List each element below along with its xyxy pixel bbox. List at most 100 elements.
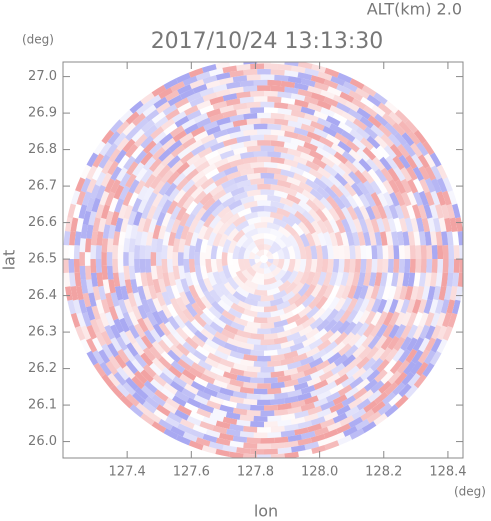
radar-cell (131, 375, 145, 390)
radar-cell (184, 184, 198, 198)
radar-cell (410, 217, 419, 233)
radar-cell (334, 206, 346, 221)
radar-cell (243, 425, 258, 433)
radar-cell (132, 391, 146, 406)
radar-cell (168, 272, 177, 287)
radar-cell (210, 141, 225, 152)
radar-cell (232, 119, 248, 128)
radar-cell (374, 113, 389, 127)
radar-cell (243, 62, 258, 65)
radar-cell (122, 138, 136, 153)
radar-cell (430, 312, 441, 328)
radar-cell (294, 99, 309, 108)
radar-cell (181, 388, 196, 400)
radar-cell (165, 285, 175, 300)
radar-cell (170, 218, 181, 234)
radar-cell (105, 360, 118, 376)
radar-cell (241, 284, 256, 295)
radar-cell (376, 298, 388, 314)
radar-cell (229, 70, 244, 78)
radar-cell (264, 377, 278, 384)
radar-cell (159, 372, 174, 385)
radar-cell (376, 204, 388, 220)
radar-cell (366, 94, 382, 107)
radar-cell (397, 143, 410, 158)
radar-cell (398, 120, 412, 135)
radar-cell (146, 94, 162, 107)
radar-cell (403, 142, 416, 157)
radar-cell (132, 112, 146, 127)
radar-cell (191, 362, 206, 374)
radar-cell (125, 111, 140, 125)
radar-cell (297, 72, 313, 81)
radar-cell (346, 205, 358, 221)
radar-cell (366, 369, 381, 383)
radar-cell (280, 385, 296, 394)
radar-cell (195, 71, 211, 81)
radar-cell (343, 81, 358, 93)
radar-cell (311, 271, 321, 287)
radar-cell (215, 437, 231, 446)
radar-cell (283, 141, 299, 151)
radar-cell (338, 259, 345, 273)
radar-cell (267, 167, 282, 175)
radar-cell (270, 370, 285, 378)
radar-cell (284, 440, 299, 448)
radar-cell (284, 395, 299, 404)
radar-cell (387, 285, 397, 301)
radar-cell (406, 191, 418, 206)
radar-cell (302, 336, 317, 348)
radar-cell (216, 392, 231, 402)
radar-cell (241, 269, 254, 282)
radar-cell (341, 331, 356, 346)
radar-cell (139, 245, 146, 259)
radar-cell (257, 62, 271, 64)
radar-cell (389, 311, 400, 326)
radar-cell (110, 292, 120, 307)
radar-cell (346, 194, 359, 209)
radar-cell (319, 136, 334, 148)
radar-cell (389, 143, 403, 158)
radar-cell (80, 164, 92, 180)
radar-cell (180, 278, 190, 293)
radar-cell (257, 454, 271, 458)
radar-cell (257, 129, 271, 135)
radar-cell (162, 272, 171, 287)
radar-cell (191, 144, 206, 156)
radar-cell (184, 383, 199, 395)
radar-cell (256, 244, 264, 251)
radar-cell (215, 88, 231, 98)
radar-cell (215, 62, 230, 70)
radar-cell (433, 285, 441, 301)
radar-cell (85, 265, 92, 280)
radar-cell (232, 215, 247, 227)
radar-cell (185, 336, 199, 350)
radar-cell (257, 112, 271, 119)
radar-cell (264, 276, 277, 285)
radar-cell (99, 312, 110, 328)
radar-cell (325, 372, 341, 385)
radar-cell (184, 272, 194, 287)
radar-cell (284, 86, 299, 95)
radar-cell (90, 245, 97, 259)
radar-cell (190, 319, 204, 333)
radar-cell (256, 267, 264, 274)
radar-cell (223, 342, 239, 353)
radar-cell (141, 119, 155, 133)
radar-cell (202, 163, 217, 175)
radar-cell (192, 424, 208, 435)
radar-cell (236, 107, 251, 116)
radar-cell (400, 336, 412, 351)
radar-cell (193, 394, 209, 406)
radar-cell (152, 224, 162, 240)
radar-cell (329, 383, 344, 395)
radar-cell (337, 320, 351, 335)
radar-cell (430, 231, 438, 246)
radar-cell (250, 134, 264, 141)
radar-cell (337, 434, 353, 446)
radar-cell (151, 357, 166, 372)
radar-cell (181, 118, 196, 130)
radar-cell (289, 342, 305, 353)
radar-cell (156, 101, 171, 114)
radar-cell (319, 370, 334, 382)
